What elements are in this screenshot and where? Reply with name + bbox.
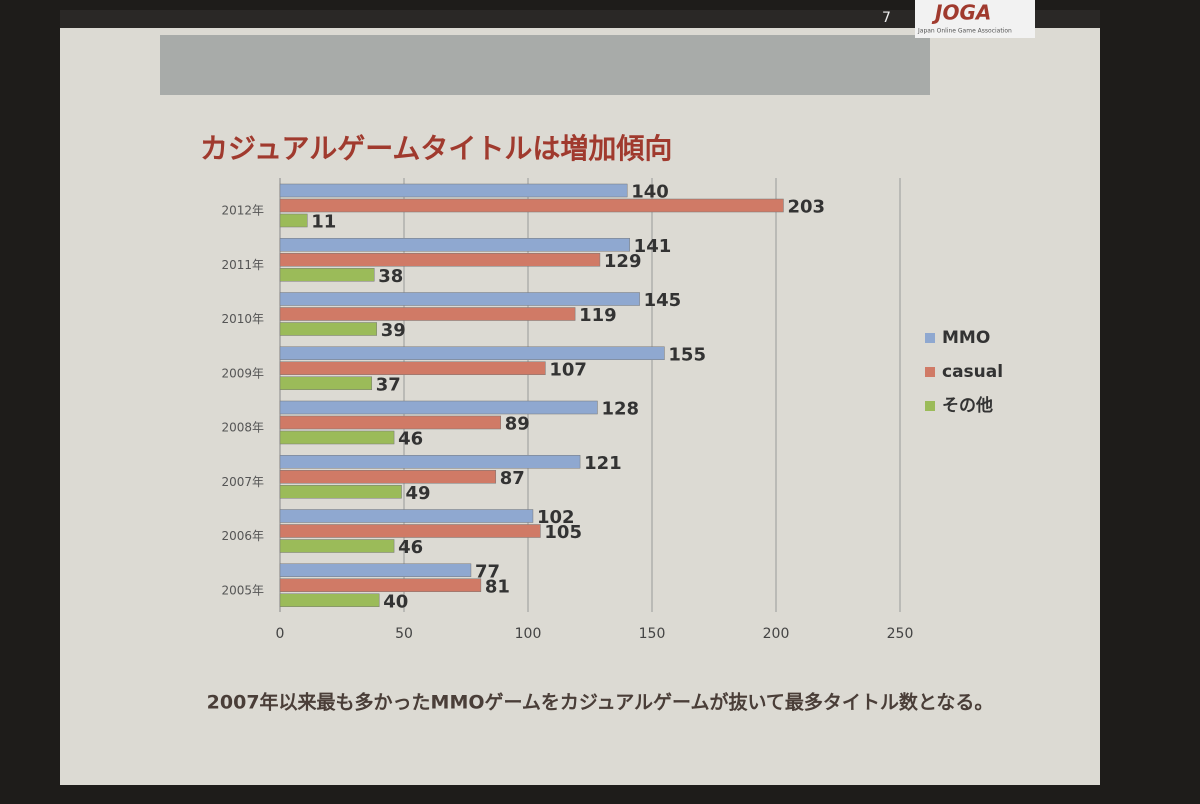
value-label: 87 <box>500 468 525 489</box>
legend-swatch <box>925 367 935 377</box>
header-band <box>160 35 930 95</box>
value-label: 102 <box>537 507 575 528</box>
value-label: 119 <box>579 305 617 326</box>
bar <box>279 253 601 267</box>
bar <box>279 400 598 415</box>
value-label: 128 <box>601 399 639 420</box>
value-label: 81 <box>485 576 510 597</box>
slide <box>60 10 1100 785</box>
y-tick-label: 2012年 <box>221 204 264 218</box>
y-tick-label: 2011年 <box>221 258 264 272</box>
bar <box>279 415 501 430</box>
chart-title: カジュアルゲームタイトルは増加傾向 <box>200 132 672 165</box>
bar <box>279 430 395 445</box>
value-label: 89 <box>505 414 530 435</box>
value-label: 49 <box>406 483 431 504</box>
footnote: 2007年以来最も多かったMMOゲームをカジュアルゲームが抜いて最多タイトル数と… <box>207 691 994 714</box>
bar <box>279 470 497 484</box>
value-label: 145 <box>644 290 682 311</box>
bar <box>279 485 402 499</box>
bar <box>279 376 373 390</box>
y-tick-label: 2008年 <box>221 421 264 435</box>
value-label: 203 <box>787 197 825 218</box>
bar <box>279 524 541 538</box>
bar <box>279 563 472 577</box>
value-label: 46 <box>398 429 423 450</box>
legend-swatch <box>925 333 935 343</box>
x-tick-label: 100 <box>515 626 542 642</box>
bar <box>279 455 581 469</box>
logo-subtitle: Japan Online Game Association <box>917 28 1012 35</box>
bar <box>279 213 308 228</box>
slide-top-edge <box>60 10 1100 28</box>
x-tick-label: 50 <box>395 626 413 642</box>
value-label: 38 <box>378 266 403 287</box>
bar <box>279 578 482 592</box>
value-label: 77 <box>475 561 500 582</box>
value-label: 11 <box>311 212 336 233</box>
legend-swatch <box>925 401 935 411</box>
value-label: 141 <box>634 236 672 257</box>
value-label: 140 <box>631 182 669 203</box>
bar <box>279 292 640 306</box>
y-tick-label: 2010年 <box>221 312 264 326</box>
value-label: 121 <box>584 453 622 474</box>
bar <box>279 346 665 360</box>
x-tick-label: 200 <box>763 626 790 642</box>
bar <box>279 322 377 336</box>
y-tick-label: 2006年 <box>221 529 264 543</box>
bar <box>279 268 375 282</box>
value-label: 105 <box>544 522 582 543</box>
page-number: 7 <box>882 10 891 26</box>
bar <box>279 238 630 252</box>
bar <box>279 593 380 607</box>
logo: JOGA <box>931 1 991 25</box>
legend-label: その他 <box>942 395 993 416</box>
logo-box <box>915 0 1035 38</box>
value-label: 40 <box>383 591 408 612</box>
legend-label: casual <box>942 362 1003 382</box>
bar <box>279 509 534 523</box>
bar <box>279 307 576 321</box>
bar <box>279 361 546 375</box>
bar <box>279 198 784 213</box>
bar <box>279 539 395 553</box>
x-tick-label: 250 <box>887 626 914 642</box>
bar <box>279 183 628 198</box>
value-label: 39 <box>381 320 406 341</box>
value-label: 46 <box>398 537 423 558</box>
value-label: 129 <box>604 251 642 272</box>
y-tick-label: 2009年 <box>221 366 264 380</box>
y-tick-label: 2007年 <box>221 475 264 489</box>
x-tick-label: 150 <box>639 626 666 642</box>
value-label: 107 <box>549 359 587 380</box>
y-tick-label: 2005年 <box>221 583 264 597</box>
value-label: 37 <box>376 374 401 395</box>
value-label: 155 <box>668 344 706 365</box>
legend-label: MMO <box>942 328 990 348</box>
x-tick-label: 0 <box>276 626 285 642</box>
